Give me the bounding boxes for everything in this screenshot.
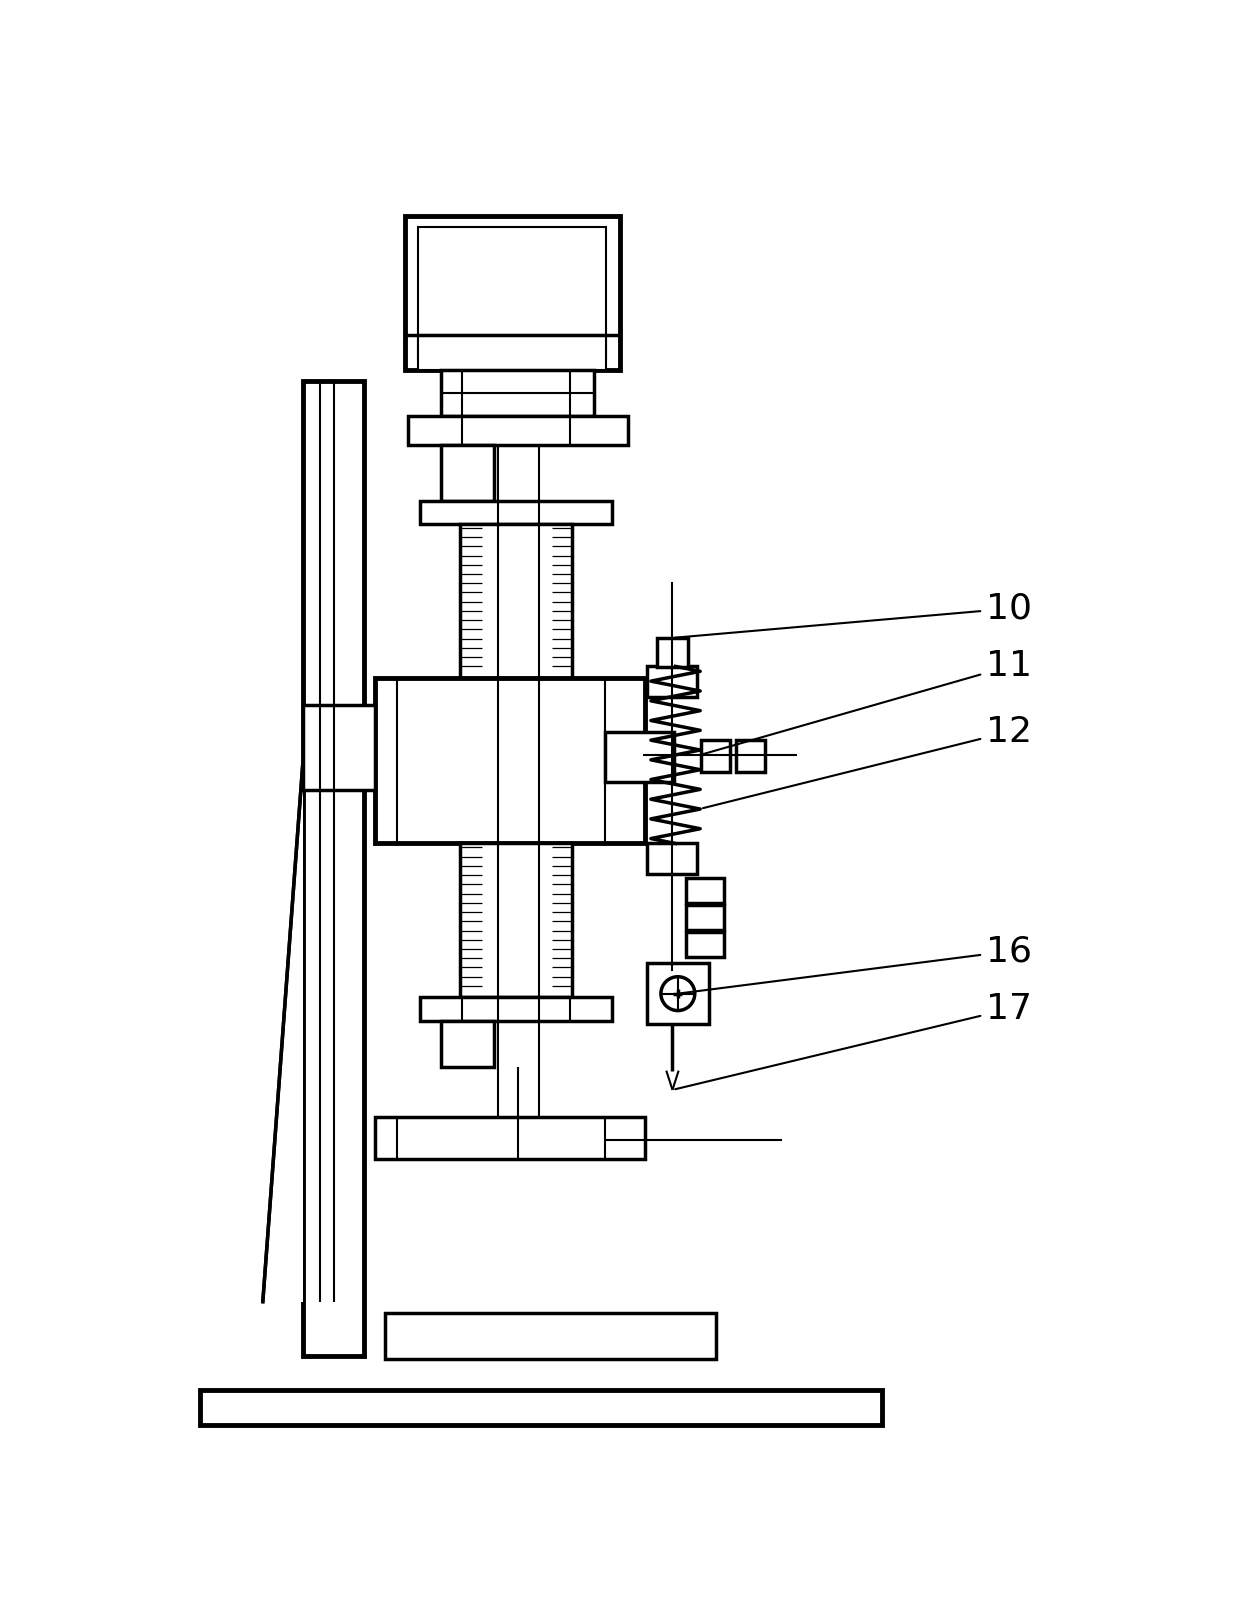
Bar	[418, 336, 606, 370]
Bar	[460, 524, 572, 678]
Bar	[647, 844, 697, 874]
Bar	[201, 1390, 882, 1425]
Text: 10: 10	[676, 591, 1032, 638]
Text: 17: 17	[675, 992, 1032, 1090]
Bar	[303, 705, 376, 789]
Bar	[441, 370, 594, 416]
Bar	[441, 445, 494, 501]
Bar	[386, 1313, 717, 1360]
Bar	[647, 963, 708, 1024]
Text: 11: 11	[703, 649, 1032, 754]
Polygon shape	[263, 763, 303, 1302]
Bar	[418, 228, 606, 358]
Bar	[460, 844, 572, 998]
Bar	[605, 731, 675, 783]
Bar	[735, 739, 765, 771]
Bar	[686, 932, 724, 956]
Text: 16: 16	[681, 934, 1032, 993]
Bar	[408, 416, 627, 445]
Text: 12: 12	[703, 715, 1032, 808]
Bar	[686, 905, 724, 930]
Bar	[701, 739, 730, 771]
Bar	[404, 215, 620, 370]
Bar	[303, 381, 365, 1356]
Circle shape	[661, 977, 694, 1011]
Bar	[686, 877, 724, 903]
Bar	[420, 998, 613, 1020]
Bar	[647, 667, 697, 697]
Bar	[441, 1020, 494, 1067]
Bar	[376, 678, 645, 844]
Bar	[657, 638, 688, 667]
Bar	[420, 501, 613, 524]
Bar	[376, 1117, 645, 1159]
